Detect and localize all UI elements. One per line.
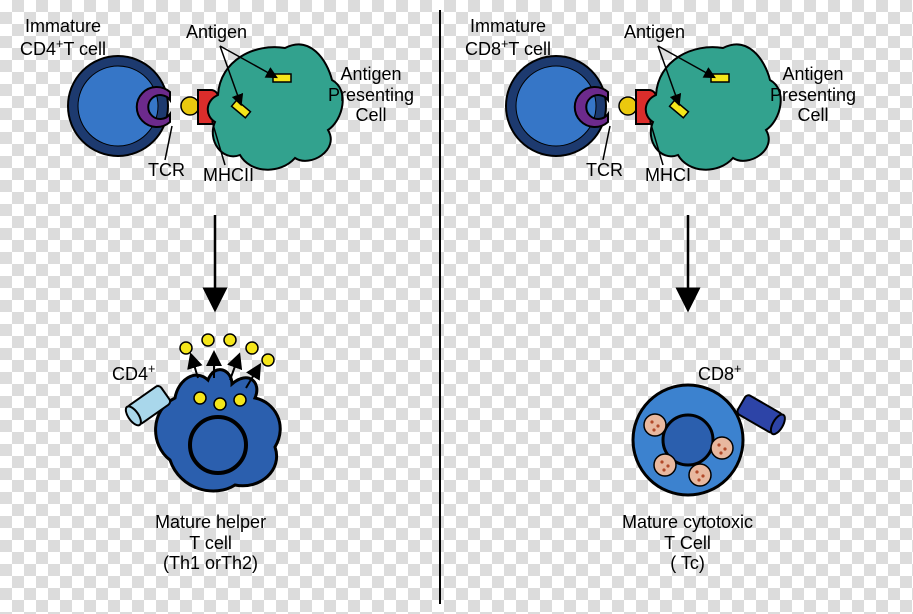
left-immature-tcell xyxy=(68,56,168,156)
right-mature-label: Mature cytotoxic T Cell ( Tc) xyxy=(622,512,753,574)
right-immature-label: Immature CD8+T cell xyxy=(465,16,551,59)
mhc2-label: MHCII xyxy=(203,165,254,186)
cd4-label: CD4+ xyxy=(112,362,155,385)
left-mature-label: Mature helper T cell (Th1 orTh2) xyxy=(155,512,266,574)
left-immature-label: Immature CD4+T cell xyxy=(20,16,106,59)
left-apc xyxy=(208,44,343,169)
right-apc xyxy=(646,44,781,169)
right-apc-label: Antigen Presenting Cell xyxy=(770,64,856,126)
left-antigen-label: Antigen xyxy=(186,22,247,43)
antigen-rect xyxy=(711,74,729,82)
tcr-pointer xyxy=(165,126,172,160)
left-tcr-label: TCR xyxy=(148,160,185,181)
mhc1-label: MHCI xyxy=(645,165,691,186)
antigen-rect xyxy=(273,74,291,82)
right-antigen-label: Antigen xyxy=(624,22,685,43)
left-mature-cd4-cell xyxy=(123,334,280,491)
right-immature-tcell xyxy=(506,56,606,156)
right-tcr-label: TCR xyxy=(586,160,623,181)
tcr-pointer xyxy=(603,126,610,160)
cd8-label: CD8+ xyxy=(698,362,741,385)
left-apc-label: Antigen Presenting Cell xyxy=(328,64,414,126)
right-mature-cd8-cell xyxy=(633,385,788,495)
